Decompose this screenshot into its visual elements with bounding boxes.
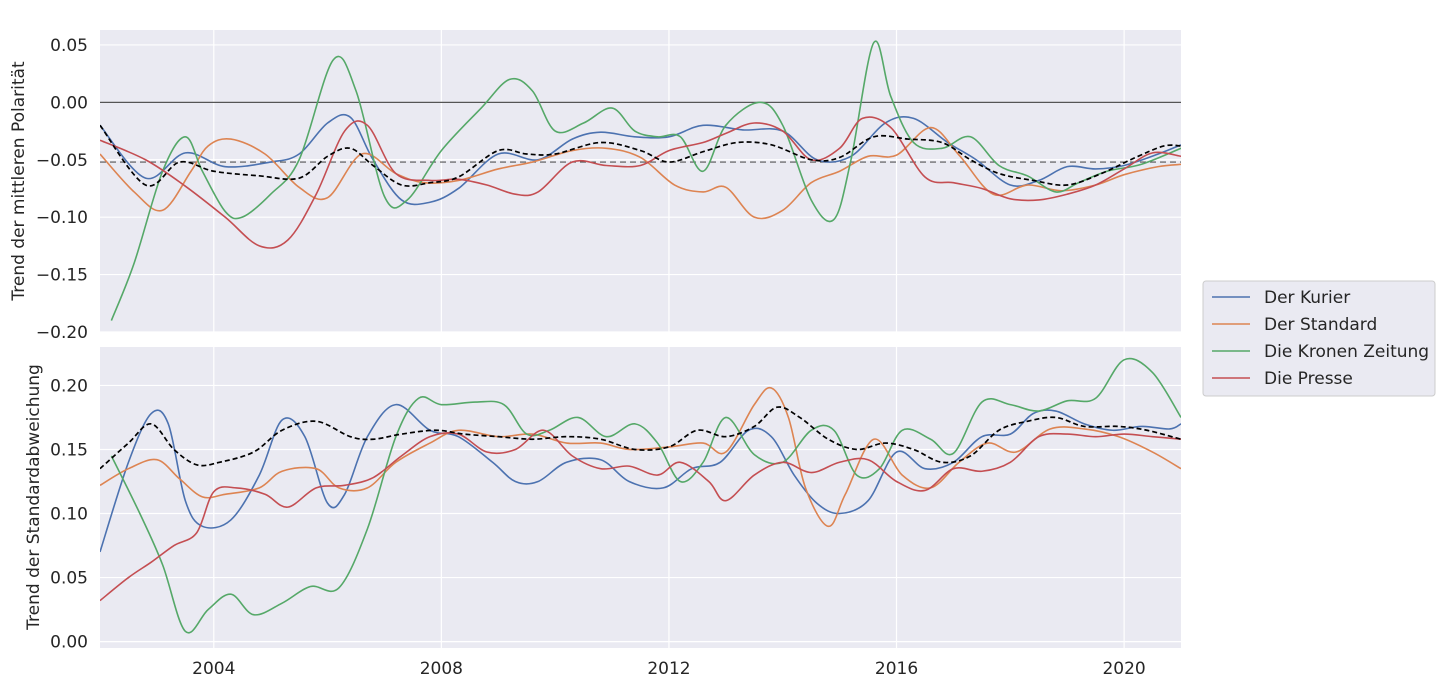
top-panel-polarity: 0.05 0.00 −0.05 −0.10 −0.15 −0.20 Trend der mi… [9, 30, 1181, 343]
y-tick-label: 0.00 [50, 633, 88, 653]
series-line-die-presse [100, 429, 1181, 602]
x-tick-label: 2020 [1102, 659, 1145, 679]
y-tick-label: 0.00 [50, 93, 88, 113]
y-tick-label: −0.15 [36, 266, 88, 286]
series-line-die-kronen-zeitung [110, 40, 1181, 321]
y-tick-label: −0.20 [36, 323, 88, 343]
y-tick-label: 0.05 [50, 36, 88, 56]
y-axis-label: Trend der Standardabweichung [24, 364, 44, 631]
legend-label-der-standard: Der Standard [1264, 315, 1377, 335]
legend: Der Kurier Der Standard Die Kronen Zeitu… [1202, 280, 1436, 397]
legend-box [1202, 280, 1436, 397]
x-tick-label: 2016 [875, 659, 918, 679]
series-line-der-standard [100, 386, 1181, 528]
x-tick-label: 2004 [192, 659, 235, 679]
plot-background [100, 347, 1181, 648]
x-tick-label: 2008 [420, 659, 463, 679]
plot-background [100, 30, 1181, 332]
series-line-der-kurier [100, 403, 1181, 553]
series-line-die-presse [100, 116, 1181, 249]
y-axis-label: Trend der mittleren Polarität [9, 61, 29, 302]
plot-area [100, 40, 1181, 321]
y-tick-label: 0.15 [50, 440, 88, 460]
y-tick-label: −0.05 [36, 151, 88, 171]
bottom-panel-stddev: 2004 2008 2012 2016 2020 0.20 0.15 0.10 0.05 0.00… [24, 347, 1181, 679]
series-line-der-standard [100, 126, 1181, 220]
y-tick-label: −0.10 [36, 208, 88, 228]
y-tick-label: 0.20 [50, 376, 88, 396]
y-tick-label: 0.05 [50, 569, 88, 589]
series-line-die-kronen-zeitung [110, 357, 1181, 634]
legend-label-die-presse: Die Presse [1264, 369, 1353, 389]
x-tick-label: 2012 [647, 659, 690, 679]
legend-label-der-kurier: Der Kurier [1264, 288, 1350, 308]
series-line-mean [100, 406, 1181, 470]
y-tick-label: 0.10 [50, 505, 88, 525]
legend-label-die-kronen-zeitung: Die Kronen Zeitung [1264, 342, 1429, 362]
plot-area [100, 357, 1181, 634]
